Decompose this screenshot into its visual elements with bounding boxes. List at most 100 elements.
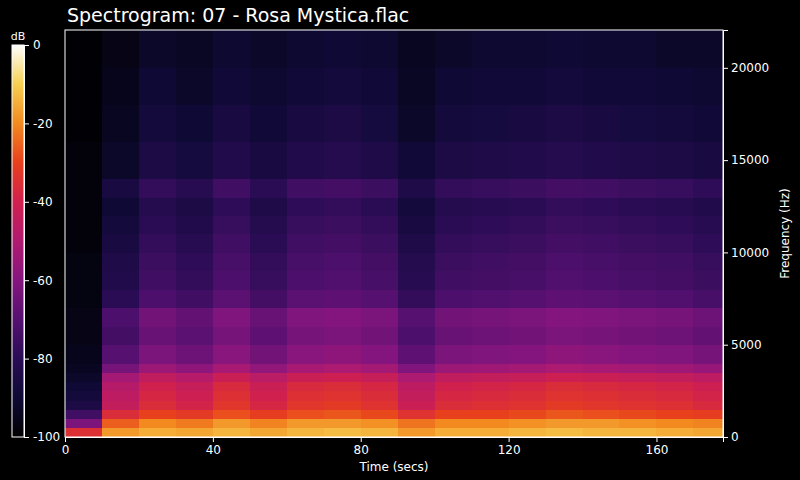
cell xyxy=(139,289,176,308)
cell xyxy=(361,252,398,271)
cell xyxy=(287,326,324,345)
cell xyxy=(619,326,656,345)
cell xyxy=(213,179,250,198)
cell xyxy=(361,400,398,410)
cell xyxy=(435,400,472,410)
title: Spectrogram: 07 - Rosa Mystica.flac xyxy=(67,4,409,26)
cell xyxy=(583,197,620,216)
cell xyxy=(139,345,176,364)
cell xyxy=(583,419,620,429)
cell xyxy=(619,409,656,419)
cell xyxy=(361,326,398,345)
cell xyxy=(213,345,250,364)
cell xyxy=(213,271,250,290)
cell xyxy=(546,363,583,373)
cell xyxy=(250,326,287,345)
cell xyxy=(546,382,583,392)
cell xyxy=(398,345,435,364)
cell xyxy=(139,308,176,327)
cell xyxy=(102,382,139,392)
cell xyxy=(583,382,620,392)
cell xyxy=(65,197,102,216)
cell xyxy=(361,391,398,401)
cell xyxy=(324,409,361,419)
cell xyxy=(546,216,583,235)
tick-mark xyxy=(24,359,29,360)
cell xyxy=(472,428,509,437)
cell xyxy=(435,345,472,364)
cell xyxy=(324,271,361,290)
background xyxy=(0,0,800,480)
cell xyxy=(583,68,620,105)
cell xyxy=(546,391,583,401)
cell xyxy=(324,252,361,271)
tick: -20 xyxy=(24,117,53,131)
cell xyxy=(65,105,102,142)
tick-mark xyxy=(24,45,29,46)
cell xyxy=(435,428,472,437)
cell xyxy=(324,234,361,253)
tick-label: 15000 xyxy=(731,153,769,167)
cell xyxy=(176,289,213,308)
cell xyxy=(102,391,139,401)
tick: 0 xyxy=(723,430,739,444)
cell xyxy=(139,419,176,429)
cell xyxy=(693,252,723,271)
tick-mark xyxy=(723,68,728,69)
cell xyxy=(65,216,102,235)
cell xyxy=(472,409,509,419)
cell xyxy=(435,105,472,142)
cell xyxy=(250,197,287,216)
cell xyxy=(102,142,139,179)
cell xyxy=(619,345,656,364)
cell xyxy=(619,372,656,382)
cell xyxy=(656,68,693,105)
cell xyxy=(435,372,472,382)
cell xyxy=(472,105,509,142)
cell xyxy=(361,30,398,68)
cell xyxy=(693,234,723,253)
cell xyxy=(324,345,361,364)
cell xyxy=(65,271,102,290)
tick: -80 xyxy=(24,352,53,366)
cell xyxy=(398,252,435,271)
cell xyxy=(509,363,546,373)
cell xyxy=(102,68,139,105)
cell xyxy=(102,363,139,373)
cell xyxy=(250,142,287,179)
cell xyxy=(361,409,398,419)
cell xyxy=(546,142,583,179)
cell xyxy=(472,289,509,308)
tick-label: 10000 xyxy=(731,246,769,260)
tick-label: 0 xyxy=(731,430,739,444)
tick: 20000 xyxy=(723,61,769,75)
cell xyxy=(139,234,176,253)
cell xyxy=(509,409,546,419)
cell xyxy=(250,30,287,68)
cell xyxy=(656,234,693,253)
cell xyxy=(546,428,583,437)
cell xyxy=(693,216,723,235)
cell xyxy=(139,363,176,373)
cell xyxy=(619,428,656,437)
tick-label: -100 xyxy=(33,430,60,444)
tick: -60 xyxy=(24,274,53,288)
cell xyxy=(287,179,324,198)
cell xyxy=(509,68,546,105)
cell xyxy=(546,409,583,419)
cell xyxy=(583,216,620,235)
tick: 40 xyxy=(206,437,221,457)
cell xyxy=(287,197,324,216)
cell xyxy=(176,308,213,327)
cell xyxy=(102,216,139,235)
cell xyxy=(213,363,250,373)
axis-line xyxy=(25,46,30,438)
plot-frame xyxy=(65,30,723,437)
tick-mark xyxy=(24,280,29,281)
cell xyxy=(472,30,509,68)
cell xyxy=(619,391,656,401)
cell xyxy=(176,234,213,253)
tick-mark xyxy=(723,252,728,253)
cell xyxy=(324,382,361,392)
cell xyxy=(361,179,398,198)
